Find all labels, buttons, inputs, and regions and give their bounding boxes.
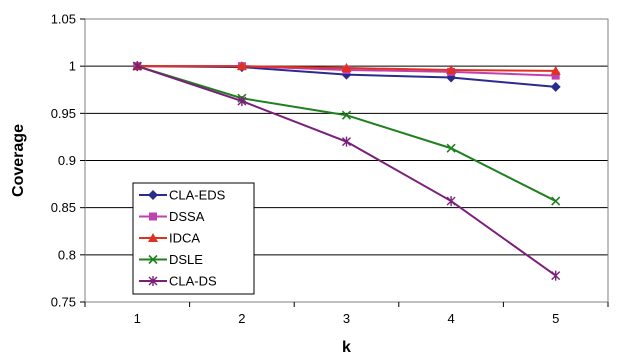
data-point	[551, 270, 561, 281]
data-point	[550, 81, 561, 92]
data-point	[550, 65, 561, 75]
x-tick-label: 4	[447, 311, 454, 326]
data-point	[342, 136, 351, 147]
data-point	[446, 64, 457, 74]
data-point	[237, 96, 247, 107]
legend-item: DSLE	[139, 252, 203, 267]
series-cla-ds	[132, 61, 561, 281]
legend-item: CLA-EDS	[139, 188, 226, 203]
y-tick-label: 0.8	[58, 247, 76, 262]
data-point	[551, 196, 561, 206]
legend-label: DSSA	[169, 209, 205, 224]
data-point	[551, 71, 560, 80]
series-group	[132, 61, 561, 281]
data-point	[341, 63, 352, 73]
x-tick-label: 1	[134, 311, 141, 326]
x-axis: 1 2 3 4 5	[84, 302, 609, 326]
data-point	[446, 196, 456, 207]
legend-marker	[148, 233, 158, 242]
y-axis-title: Coverage	[10, 124, 27, 197]
legend-marker	[148, 276, 158, 286]
data-point	[132, 61, 142, 72]
legend: CLA-EDS DSSA IDCA DSLE CLA-DS	[132, 182, 255, 295]
x-tick-label: 3	[343, 311, 350, 326]
legend-marker	[148, 254, 158, 265]
data-point	[446, 143, 456, 153]
data-point	[236, 61, 247, 71]
y-tick-label: 0.85	[51, 200, 76, 215]
y-tick-label: 1	[69, 59, 76, 74]
legend-item: DSSA	[139, 209, 205, 224]
x-tick-label: 5	[552, 311, 559, 326]
legend-label: IDCA	[169, 231, 200, 246]
legend-label: CLA-EDS	[169, 188, 226, 203]
data-point	[341, 110, 352, 120]
legend-marker	[149, 212, 157, 221]
y-tick-label: 1.05	[51, 12, 76, 27]
legend-marker	[148, 190, 158, 200]
x-tick-label: 2	[238, 311, 245, 326]
y-tick-label: 0.95	[51, 106, 76, 121]
y-tick-label: 0.75	[51, 295, 76, 310]
legend-item: IDCA	[139, 231, 200, 246]
legend-item: CLA-DS	[139, 274, 217, 289]
y-axis: 0.75 0.8 0.85 0.9 0.95 1 1.05	[51, 12, 85, 310]
y-tick-label: 0.9	[58, 153, 76, 168]
legend-label: CLA-DS	[169, 274, 217, 289]
x-axis-title: k	[342, 339, 351, 356]
legend-label: DSLE	[169, 252, 203, 267]
